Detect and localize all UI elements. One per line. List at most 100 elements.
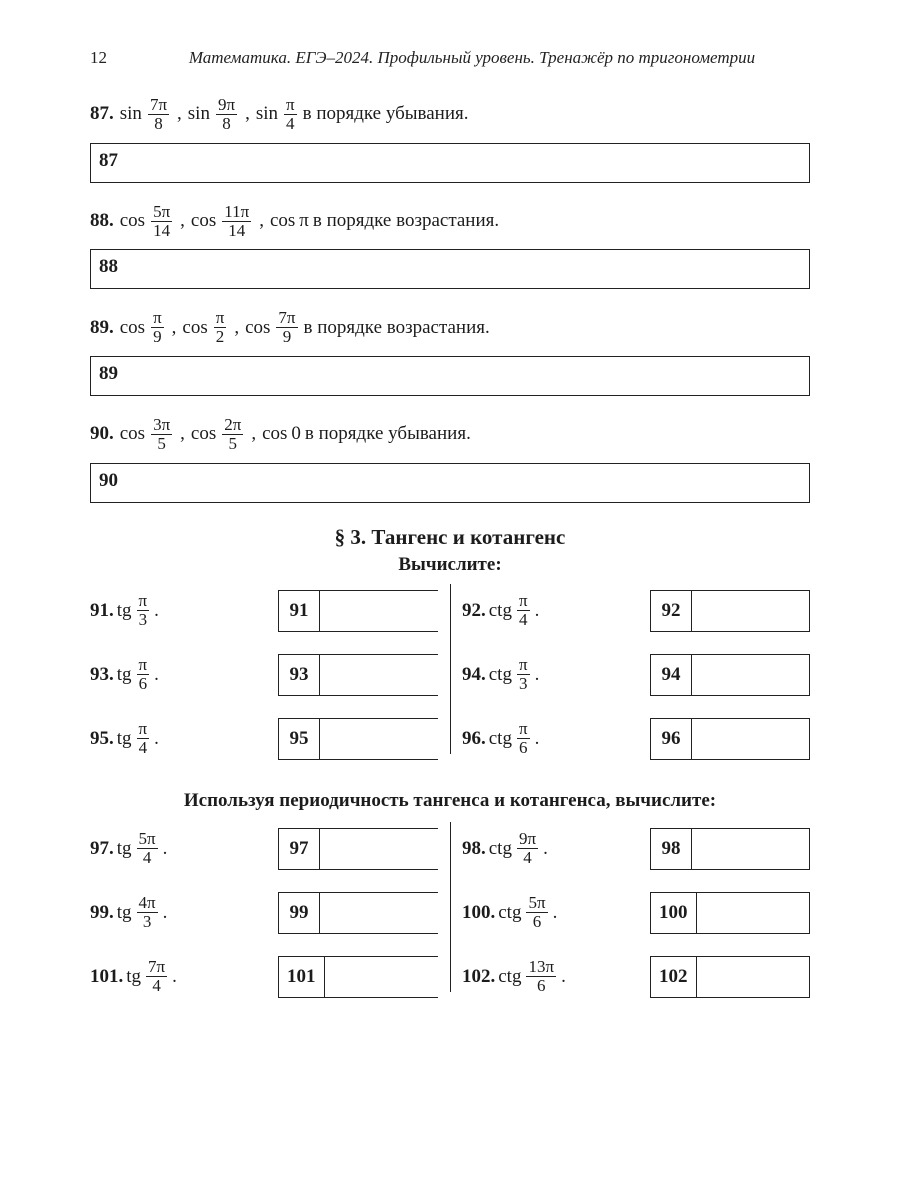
problem-98: 98. ctg 9π4. 98 — [462, 828, 810, 870]
function-name: cos — [120, 423, 145, 445]
answer-box-101[interactable]: 101 — [278, 956, 438, 998]
problem-94: 94. ctg π3. 94 — [462, 654, 810, 696]
answer-box-97[interactable]: 97 — [278, 828, 438, 870]
problem-number: 99. — [90, 902, 114, 924]
problem-92: 92. ctg π4.92 — [462, 590, 810, 632]
function-name: cos — [191, 210, 216, 232]
problem-text: 102. ctg 13π6. — [462, 958, 566, 995]
problem-text: 101. tg 7π4. — [90, 958, 177, 995]
function-name: ctg — [498, 966, 521, 988]
answer-box-number: 93 — [278, 654, 320, 696]
answer-box-95[interactable]: 95 — [278, 718, 438, 760]
problem-text: 97. tg 5π4. — [90, 830, 167, 867]
answer-box-number: 97 — [278, 828, 320, 870]
problem-grid-2: 97. tg 5π4.9798. ctg 9π4.9899. tg 4π3.99… — [90, 828, 810, 998]
answer-box-92[interactable]: 92 — [650, 590, 810, 632]
problem-96: 96. ctg π6. 96 — [462, 718, 810, 760]
section-subtitle: Вычислите: — [90, 554, 810, 576]
function-name: sin — [120, 103, 142, 125]
vertical-separator — [450, 584, 451, 754]
answer-box-88[interactable]: 88 — [90, 249, 810, 289]
function-name: cos — [182, 317, 207, 339]
problem-91: 91. tg π3. 91 — [90, 590, 438, 632]
problem-number: 89. — [90, 317, 114, 339]
problem-number: 98. — [462, 838, 486, 860]
problem-93: 93. tg π6. 93 — [90, 654, 438, 696]
answer-box-87[interactable]: 87 — [90, 143, 810, 183]
problem-text: 91. tg π3. — [90, 592, 159, 629]
function-name: tg — [117, 902, 132, 924]
answer-box-field[interactable] — [320, 590, 438, 632]
answer-box-90[interactable]: 90 — [90, 463, 810, 503]
problem-90: 90. cos 3π5, cos 2π5, cos 0 в порядке уб… — [90, 416, 810, 453]
answer-box-89[interactable]: 89 — [90, 356, 810, 396]
problem-number: 92. — [462, 600, 486, 622]
answer-box-number: 94 — [650, 654, 692, 696]
instruction-text: Используя периодичность тангенса и котан… — [90, 790, 810, 812]
problem-text: 94. ctg π3. — [462, 656, 539, 693]
problem-number: 102. — [462, 966, 495, 988]
function-name: tg — [117, 728, 132, 750]
function-name: tg — [117, 838, 132, 860]
answer-box-field[interactable] — [320, 828, 438, 870]
problem-number: 95. — [90, 728, 114, 750]
page-header: 12 Математика. ЕГЭ–2024. Профильный уров… — [90, 48, 810, 68]
problem-number: 94. — [462, 664, 486, 686]
answer-box-field[interactable] — [692, 654, 810, 696]
problem-text: 96. ctg π6. — [462, 720, 539, 757]
answer-box-100[interactable]: 100 — [650, 892, 810, 934]
answer-box-field[interactable] — [692, 828, 810, 870]
problem-number: 97. — [90, 838, 114, 860]
function-name: cos — [120, 317, 145, 339]
problem-tail: в порядке возрастания. — [304, 317, 490, 339]
function-name: sin — [188, 103, 210, 125]
problem-97: 97. tg 5π4. 97 — [90, 828, 438, 870]
function-name: ctg — [489, 728, 512, 750]
answer-box-99[interactable]: 99 — [278, 892, 438, 934]
answer-box-number: 101 — [278, 956, 325, 998]
function-name: tg — [117, 600, 132, 622]
function-name: tg — [126, 966, 141, 988]
problem-88: 88. cos 5π14, cos 11π14, cos π в порядке… — [90, 203, 810, 240]
answer-box-number: 102 — [650, 956, 697, 998]
answer-box-field[interactable] — [697, 892, 811, 934]
answer-box-field[interactable] — [692, 590, 810, 632]
answer-box-91[interactable]: 91 — [278, 590, 438, 632]
answer-box-field[interactable] — [320, 654, 438, 696]
problem-number: 100. — [462, 902, 495, 924]
vertical-separator — [450, 822, 451, 992]
answer-box-field[interactable] — [320, 892, 438, 934]
problem-87: 87. sin 7π8, sin 9π8, sin π4 в порядке у… — [90, 96, 810, 133]
function-name: ctg — [489, 600, 512, 622]
answer-box-96[interactable]: 96 — [650, 718, 810, 760]
problem-text: 93. tg π6. — [90, 656, 159, 693]
problem-102: 102. ctg 13π6. 102 — [462, 956, 810, 998]
answer-box-94[interactable]: 94 — [650, 654, 810, 696]
problem-number: 91. — [90, 600, 114, 622]
problem-tail: в порядке возрастания. — [313, 210, 499, 232]
function-name: tg — [117, 664, 132, 686]
answer-box-102[interactable]: 102 — [650, 956, 810, 998]
problem-number: 90. — [90, 423, 114, 445]
answer-box-93[interactable]: 93 — [278, 654, 438, 696]
problem-89: 89. cos π9, cos π2, cos 7π9 в порядке во… — [90, 309, 810, 346]
top-problems: 87. sin 7π8, sin 9π8, sin π4 в порядке у… — [90, 96, 810, 503]
problem-text: 98. ctg 9π4. — [462, 830, 548, 867]
answer-box-field[interactable] — [325, 956, 439, 998]
page-number: 12 — [90, 48, 134, 68]
problem-number: 96. — [462, 728, 486, 750]
answer-box-number: 98 — [650, 828, 692, 870]
answer-box-field[interactable] — [697, 956, 811, 998]
function-name: cos — [270, 210, 295, 232]
answer-box-field[interactable] — [692, 718, 810, 760]
function-name: cos — [120, 210, 145, 232]
problem-100: 100. ctg 5π6.100 — [462, 892, 810, 934]
function-name: cos — [262, 423, 287, 445]
answer-box-98[interactable]: 98 — [650, 828, 810, 870]
answer-box-field[interactable] — [320, 718, 438, 760]
problem-grid-1: 91. tg π3. 91 92. ctg π4.92 93. tg π6. 93 94.… — [90, 590, 810, 760]
problem-101: 101. tg 7π4. 101 — [90, 956, 438, 998]
answer-box-number: 92 — [650, 590, 692, 632]
problem-text: 95. tg π4. — [90, 720, 159, 757]
function-name: cos — [245, 317, 270, 339]
